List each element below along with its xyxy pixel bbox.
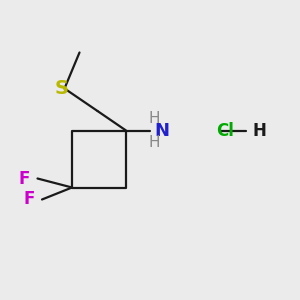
Text: S: S xyxy=(55,79,68,98)
Text: F: F xyxy=(23,190,34,208)
Text: H: H xyxy=(252,122,266,140)
Text: N: N xyxy=(154,122,169,140)
Text: F: F xyxy=(19,169,30,188)
Text: H: H xyxy=(148,135,160,150)
Text: Cl: Cl xyxy=(216,122,234,140)
Text: H: H xyxy=(148,111,160,126)
